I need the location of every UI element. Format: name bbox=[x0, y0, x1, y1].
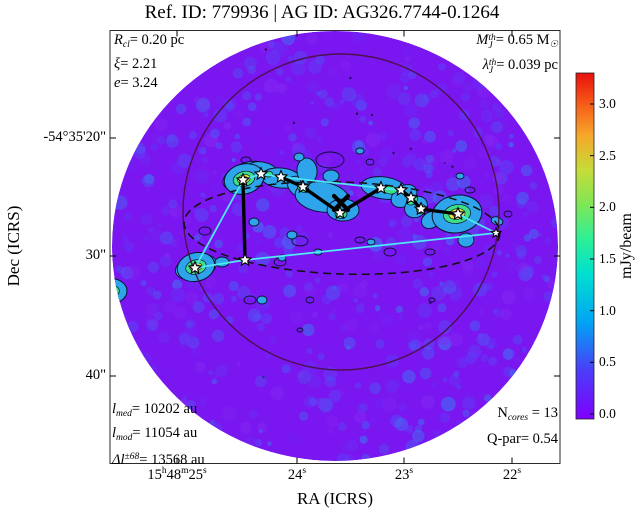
intensity-field bbox=[112, 31, 558, 461]
axes-frame bbox=[109, 30, 561, 464]
branch-edge bbox=[194, 259, 246, 269]
core-marker-4 bbox=[295, 179, 311, 194]
y-tick-label: -54°35'20" bbox=[43, 129, 106, 145]
core-marker-2 bbox=[253, 166, 269, 181]
dispersion-ellipse bbox=[183, 180, 501, 276]
colorbar-tick-label: 1.5 bbox=[599, 251, 616, 266]
core-marker-7 bbox=[393, 182, 409, 197]
y-tick-label: 40" bbox=[85, 367, 106, 383]
branch-edge bbox=[280, 176, 382, 189]
figure-title: Ref. ID: 779936 | AG ID: AG326.7744-0.12… bbox=[144, 2, 500, 23]
cluster-overlays bbox=[182, 53, 503, 371]
core-marker-6 bbox=[373, 180, 389, 195]
colorbar-tick-label: 2.0 bbox=[599, 199, 616, 215]
core-marker-12 bbox=[187, 260, 203, 275]
colorbar bbox=[575, 72, 595, 420]
y-tick-label: 30" bbox=[85, 247, 106, 263]
core-marker-11 bbox=[489, 226, 503, 239]
cluster-center-x-marker bbox=[331, 193, 351, 213]
x-tick-label: 24s bbox=[287, 466, 307, 483]
cluster-radius-circle bbox=[182, 53, 500, 371]
core-marker-3 bbox=[273, 169, 289, 184]
core-marker-5 bbox=[332, 205, 348, 220]
core-marker-10 bbox=[450, 206, 466, 221]
branch-edge bbox=[457, 213, 497, 234]
colorbar-tick-label: 3.0 bbox=[599, 96, 616, 111]
annotation-separation-stats: lmed= 10202 au lmod= 11054 au Δl±68= 13568… bbox=[112, 401, 205, 468]
mst-edge bbox=[241, 178, 247, 262]
x-tick-label: 15h48m25s bbox=[147, 466, 207, 483]
x-tick-label: 22s bbox=[502, 466, 522, 483]
colorbar-tick-label: 1.0 bbox=[599, 302, 616, 318]
y-axis-label: Dec (ICRS) bbox=[4, 205, 23, 287]
annotation-core-stats: Ncores = 13 Q-par= 0.54 bbox=[486, 405, 558, 447]
colorbar-label: mJy/beam bbox=[618, 213, 635, 279]
colorbar-tick-label: 2.5 bbox=[599, 147, 616, 163]
colorbar-tick-label: 0.5 bbox=[599, 354, 616, 370]
mst-edge bbox=[419, 207, 460, 216]
colorbar-tick-label: 0.0 bbox=[599, 406, 616, 421]
x-axis-label: RA (ICRS) bbox=[296, 489, 374, 508]
colorbar-gradient bbox=[575, 72, 595, 420]
annotation-cluster-params: Rcl= 0.20 pc ξ= 2.21 e= 3.24 bbox=[114, 32, 185, 91]
branch-edge bbox=[194, 179, 244, 269]
core-marker-9 bbox=[413, 201, 429, 216]
core-marker-13 bbox=[237, 252, 253, 267]
branch-edge bbox=[244, 232, 497, 261]
core-marker-1 bbox=[235, 172, 251, 187]
x-tick-label: 23s bbox=[394, 466, 414, 483]
core-marker-8 bbox=[403, 190, 419, 205]
